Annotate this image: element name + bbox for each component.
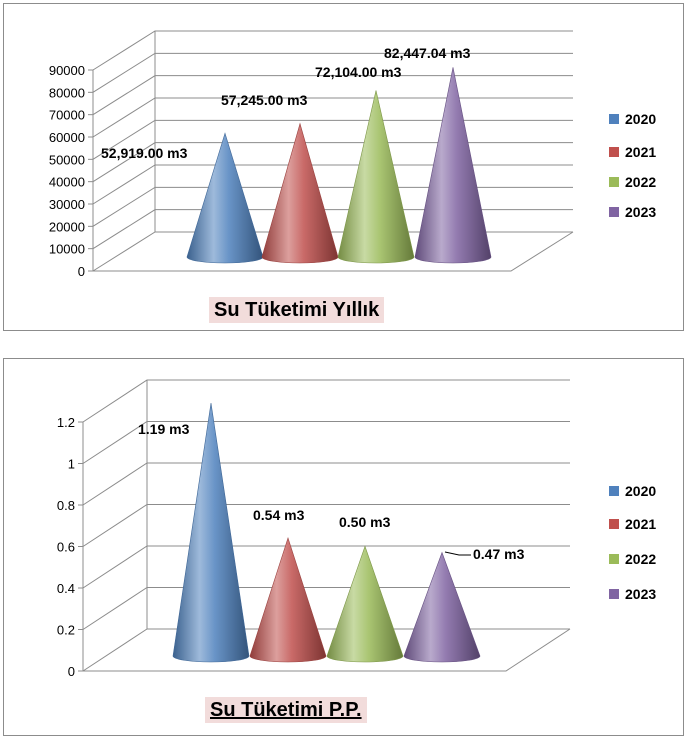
- legend-swatch-2020: [609, 114, 619, 124]
- gridlines: [88, 30, 574, 272]
- legend-label-2023: 2023: [625, 204, 656, 220]
- y-tick-label: 1: [68, 457, 75, 472]
- y-axis-ticks: 0 10000 20000 30000 40000 50000 60000 70000 8000…: [49, 63, 85, 279]
- cone-chart-yearly: 0 10000 20000 30000 40000 50000 60000 70000 8000…: [49, 30, 656, 279]
- cone-2020: [172, 403, 250, 663]
- data-labels: 52,919.00 m3 57,245.00 m3 72,104.00 m3 82,4…: [101, 45, 471, 161]
- y-tick-label: 50000: [49, 152, 85, 167]
- cone-2023: [403, 551, 481, 663]
- y-tick-label: 60000: [49, 130, 85, 145]
- gridlines: [78, 379, 571, 672]
- legend-swatch-2023: [609, 589, 619, 599]
- legend: 2020 2021 2022 2023: [609, 483, 656, 602]
- leader-line: [444, 551, 471, 556]
- legend-swatch-2021: [609, 519, 619, 529]
- legend-label-2021: 2021: [625, 516, 656, 532]
- gridline: [82, 379, 570, 423]
- y-tick-label: 10000: [49, 242, 85, 257]
- data-labels: 1.19 m3 0.54 m3 0.50 m3 0.47 m3: [138, 421, 525, 562]
- cone-2023: [414, 67, 492, 264]
- cones: [186, 67, 492, 264]
- chart-panel-yearly: 0 10000 20000 30000 40000 50000 60000 70000 8000…: [3, 3, 684, 331]
- y-tick-label: 30000: [49, 197, 85, 212]
- data-label-2023: 82,447.04 m3: [384, 45, 471, 61]
- data-label-2020: 52,919.00 m3: [101, 145, 188, 161]
- data-label-2022: 0.50 m3: [339, 514, 391, 530]
- y-tick-label: 0: [78, 264, 85, 279]
- y-tick-label: 80000: [49, 85, 85, 100]
- gridline: [82, 628, 570, 672]
- y-tick-label: 20000: [49, 219, 85, 234]
- legend-swatch-2022: [609, 177, 619, 187]
- cone-2022: [326, 545, 404, 663]
- gridline: [92, 97, 573, 138]
- y-tick-label: 40000: [49, 175, 85, 190]
- legend-swatch-2023: [609, 207, 619, 217]
- y-tick-label: 0: [68, 664, 75, 679]
- cone-2021: [249, 536, 327, 663]
- gridline: [92, 75, 573, 116]
- data-label-2022: 72,104.00 m3: [315, 64, 402, 80]
- floor-edge: [93, 231, 574, 272]
- y-tick-label: 0.2: [57, 623, 75, 638]
- y-tick-label: 70000: [49, 108, 85, 123]
- legend-label-2021: 2021: [625, 144, 656, 160]
- cone-chart-per-person: 0 0.2 0.4 0.6 0.8 1 1.2 1.19 m3 0.54 m3 0.50 m3 0.…: [57, 379, 656, 679]
- legend-label-2022: 2022: [625, 551, 656, 567]
- legend-swatch-2020: [609, 486, 619, 496]
- gridline: [92, 164, 573, 205]
- chart-title-per-person-text: Su Tüketimi P.P.: [210, 699, 362, 721]
- legend-label-2020: 2020: [625, 483, 656, 499]
- gridline: [82, 587, 570, 630]
- floor-edge: [83, 628, 571, 672]
- y-tick-label: 0.6: [57, 540, 75, 555]
- legend-swatch-2022: [609, 554, 619, 564]
- cones: [172, 403, 481, 663]
- data-label-2020: 1.19 m3: [138, 421, 190, 437]
- gridline: [82, 504, 570, 547]
- gridline: [92, 186, 573, 227]
- chart-title-yearly: Su Tüketimi Yıllık: [209, 297, 385, 323]
- legend-label-2020: 2020: [625, 111, 656, 127]
- chart-title-yearly-text: Su Tüketimi Yıllık: [214, 299, 380, 321]
- legend: 2020 2021 2022 2023: [609, 111, 656, 220]
- cone-2022: [337, 90, 415, 264]
- chart-panel-per-person: 0 0.2 0.4 0.6 0.8 1 1.2 1.19 m3 0.54 m3 0.50 m3 0.…: [3, 358, 684, 736]
- data-label-2023: 0.47 m3: [473, 546, 525, 562]
- gridline: [82, 462, 570, 506]
- data-label-2021: 57,245.00 m3: [221, 92, 308, 108]
- y-axis-ticks: 0 0.2 0.4 0.6 0.8 1 1.2: [57, 415, 75, 679]
- legend-label-2023: 2023: [625, 586, 656, 602]
- data-label-2021: 0.54 m3: [253, 507, 305, 523]
- y-tick-label: 0.4: [57, 581, 75, 596]
- y-tick-label: 0.8: [57, 498, 75, 513]
- legend-swatch-2021: [609, 147, 619, 157]
- legend-label-2022: 2022: [625, 174, 656, 190]
- y-tick-label: 90000: [49, 63, 85, 78]
- chart-title-per-person: Su Tüketimi P.P.: [205, 697, 367, 723]
- cone-2021: [261, 122, 339, 264]
- cone-2020: [186, 132, 264, 264]
- y-tick-label: 1.2: [57, 415, 75, 430]
